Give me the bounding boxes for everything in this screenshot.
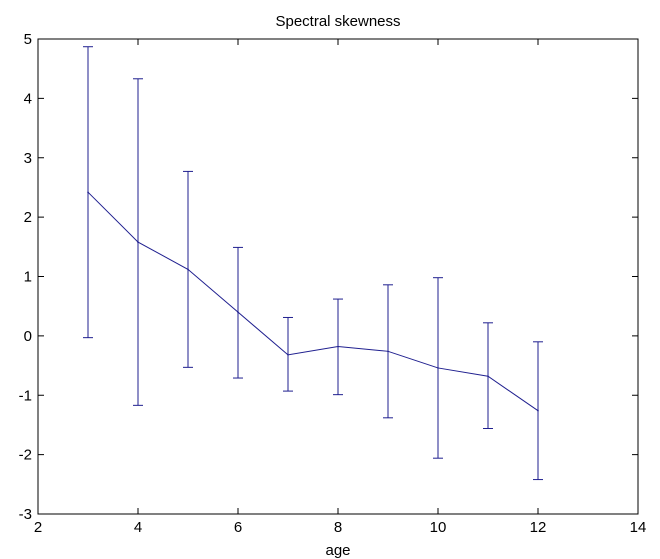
- data-point: [287, 354, 289, 356]
- data-point: [337, 345, 339, 348]
- data-point: [537, 409, 539, 412]
- data-point: [137, 241, 139, 243]
- y-tick-label: 2: [24, 209, 32, 226]
- y-tick-label: 3: [24, 150, 32, 167]
- x-tick-label: 14: [630, 519, 647, 536]
- data-point: [387, 350, 389, 353]
- plot-frame: [37, 38, 639, 515]
- plot-area: [38, 39, 638, 514]
- x-tick-label: 2: [34, 519, 42, 536]
- series-group: [87, 191, 539, 412]
- x-tick-label: 12: [530, 519, 547, 536]
- y-tick-label: -1: [19, 387, 32, 404]
- y-tick-label: -3: [19, 506, 32, 523]
- x-axis-label: age: [325, 542, 350, 559]
- y-tick-label: 0: [24, 328, 32, 345]
- y-axis-ticks: -3 -2 -1 0 1 2 3 4 5: [19, 31, 638, 523]
- x-tick-label: 8: [334, 519, 342, 536]
- x-axis-ticks: 2 4 6 8 10 12 14: [34, 39, 647, 536]
- data-point: [487, 375, 489, 378]
- y-tick-label: 4: [24, 90, 32, 107]
- data-point: [437, 367, 439, 369]
- data-point: [187, 268, 189, 271]
- chart-title: Spectral skewness: [275, 13, 400, 30]
- y-tick-label: -2: [19, 447, 32, 464]
- x-tick-label: 6: [234, 519, 242, 536]
- y-tick-label: 5: [24, 31, 32, 48]
- x-tick-label: 10: [430, 519, 447, 536]
- series-line: [87, 191, 539, 412]
- y-tick-label: 1: [24, 269, 32, 286]
- data-point: [237, 311, 239, 313]
- data-point: [87, 191, 89, 193]
- x-tick-label: 4: [134, 519, 142, 536]
